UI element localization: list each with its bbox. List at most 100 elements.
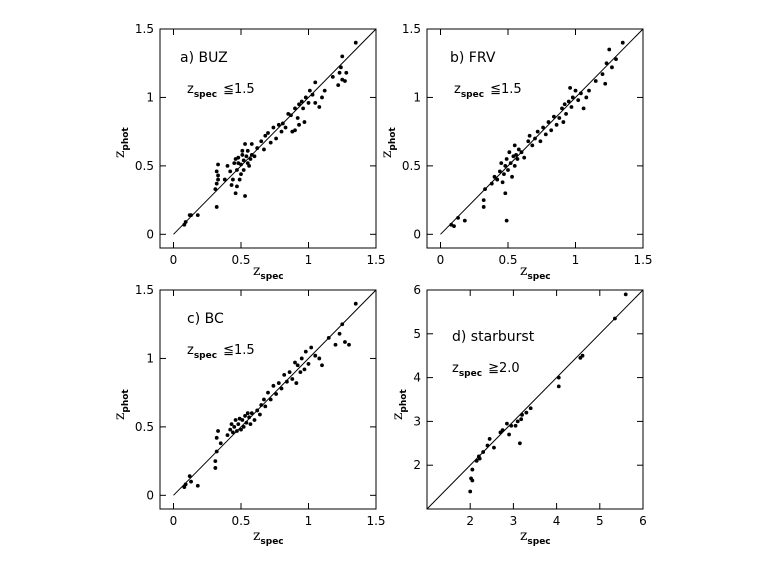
data-point (299, 99, 304, 104)
data-point (236, 422, 241, 427)
selection-op: ≧ (488, 361, 499, 376)
data-point (263, 404, 268, 409)
selection-sub: spec (461, 90, 484, 100)
x-tick-label: 0 (170, 253, 178, 267)
x-tick-label: 1 (572, 253, 580, 267)
data-point (235, 184, 239, 189)
data-point (216, 173, 220, 178)
x-tick-label: 0.5 (498, 253, 517, 267)
data-point (216, 177, 220, 182)
y-tick-label: 6 (413, 283, 421, 297)
data-point (528, 406, 533, 411)
data-point (214, 435, 219, 440)
data-point (249, 411, 254, 416)
data-point (340, 54, 345, 59)
data-point (245, 148, 250, 153)
data-point (519, 417, 524, 422)
y-axis-label: zphot (112, 127, 131, 158)
plot-frame (426, 28, 644, 249)
plot-frame (159, 289, 377, 510)
y-tick-label: 1.5 (402, 22, 421, 36)
ticks: 2 3 4 5 6 2 3 4 5 6 (413, 283, 646, 528)
data-point (614, 57, 618, 62)
data-point (225, 433, 230, 437)
data-point (293, 106, 297, 111)
data-point (330, 75, 335, 79)
data-point (524, 410, 529, 415)
data-point (564, 111, 568, 116)
data-point (587, 88, 591, 93)
x-tick-label: 1.5 (366, 253, 385, 267)
data-point (526, 139, 531, 144)
data-point (353, 40, 358, 45)
x-axis-label: zspec (520, 528, 551, 547)
selection-var: z (187, 82, 194, 97)
data-point (607, 47, 612, 52)
data-point (249, 142, 254, 146)
x-tick-label: 1 (305, 514, 313, 528)
data-point (515, 419, 520, 424)
data-point (187, 474, 192, 479)
data-point (287, 370, 292, 375)
data-point (580, 353, 585, 358)
data-point (232, 161, 237, 166)
data-point (241, 168, 246, 172)
y-tick-label: 2 (413, 458, 421, 472)
data-point (573, 88, 578, 93)
data-points (182, 40, 358, 227)
selection-value: 1.5 (234, 343, 255, 358)
data-point (492, 445, 496, 450)
plot-frame (159, 28, 377, 249)
data-point (213, 459, 218, 463)
ticks: 0 0.5 1 1.5 0 0.5 1 1.5 (402, 22, 653, 267)
data-point (294, 381, 299, 385)
selection-sub: spec (194, 90, 217, 100)
data-point (556, 384, 561, 389)
selection-sub: spec (194, 351, 217, 361)
data-point (243, 414, 247, 418)
panel-title: c) BC (187, 311, 224, 327)
data-point (266, 131, 270, 135)
data-point (593, 79, 598, 83)
y-tick-label: 0.5 (135, 420, 154, 434)
data-point (620, 40, 625, 45)
data-point (552, 114, 556, 119)
data-point (510, 174, 514, 179)
data-point (274, 136, 278, 141)
data-point (262, 397, 266, 402)
data-point (313, 80, 318, 85)
x-axis-label: zspec (520, 263, 551, 282)
data-point (600, 72, 605, 77)
selection-label: zspec ≧2.0 (452, 361, 520, 379)
data-point (313, 101, 318, 105)
data-point (233, 191, 238, 196)
data-point (503, 191, 508, 196)
y-tick-label: 0.5 (402, 159, 421, 173)
data-point (248, 422, 253, 427)
data-point (336, 83, 341, 88)
y-tick-label: 0 (146, 488, 154, 502)
data-point (343, 79, 347, 83)
data-point (276, 122, 281, 127)
data-point (504, 218, 509, 223)
data-point (231, 177, 235, 182)
selection-label: zspec ≦1.5 (187, 343, 255, 361)
data-point (279, 386, 284, 391)
y-tick-label: 0.5 (135, 159, 154, 173)
ticks: 0 0.5 1 1.5 0 0.5 1 1.5 (135, 283, 386, 528)
data-point (503, 163, 508, 168)
y-axis-label: zphot (390, 389, 409, 420)
data-point (505, 421, 509, 426)
x-tick-label: 5 (596, 514, 604, 528)
data-point (240, 148, 245, 153)
data-point (554, 122, 559, 127)
data-point (517, 441, 522, 446)
data-point (271, 125, 276, 130)
data-point (502, 172, 506, 176)
data-point (214, 181, 219, 186)
data-point (213, 466, 218, 470)
data-points (182, 301, 358, 489)
data-points (449, 40, 625, 229)
panel-b-frv: 0 0.5 1 1.500.511.5 b) FRV zspec ≦1.5 zspec … (379, 22, 653, 282)
